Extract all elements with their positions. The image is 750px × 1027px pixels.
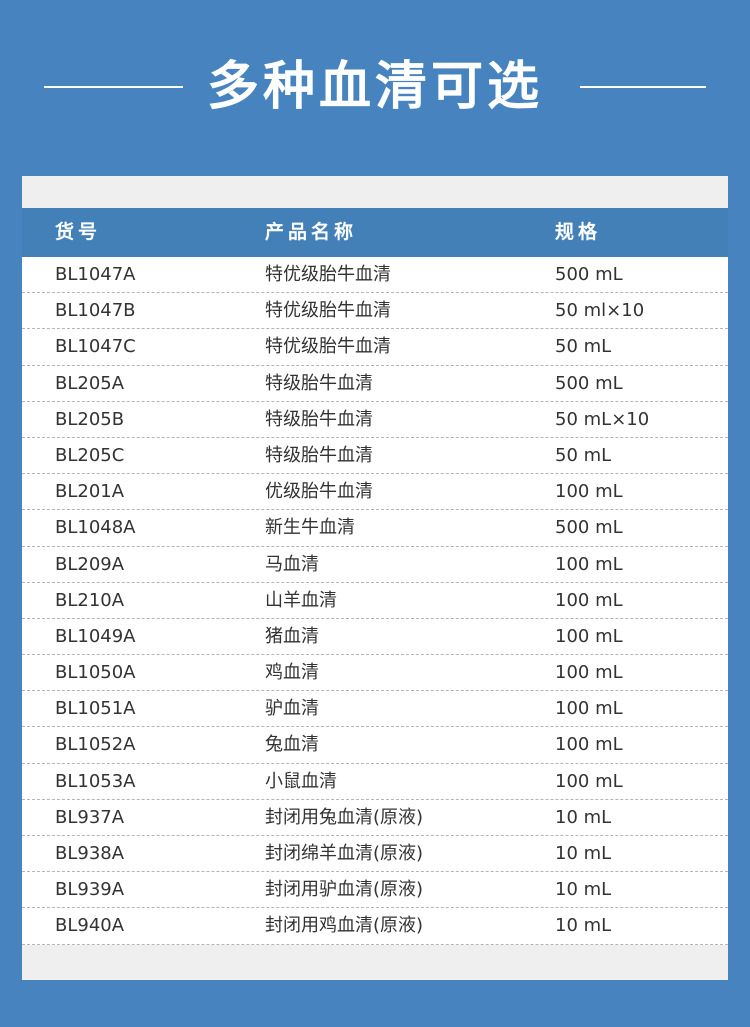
cell-spec: 100 mL	[555, 625, 623, 647]
cell-spec: 500 mL	[555, 264, 623, 285]
cell-sku: BL205A	[55, 372, 125, 394]
cell-spec: 100 mL	[555, 698, 623, 720]
cell-product-name: 山羊血清	[265, 589, 337, 611]
table-row: BL205C 特级胎牛血清 50 mL	[22, 438, 728, 475]
cell-spec: 100 mL	[555, 553, 623, 575]
cell-spec: 500 mL	[555, 517, 623, 539]
cell-sku: BL940A	[55, 915, 125, 937]
header-spec: 规格	[555, 221, 602, 243]
table-row: BL209A 马血清 100 mL	[22, 547, 728, 583]
table-row: BL939A 封闭用驴血清(原液) 10 mL	[22, 872, 728, 909]
cell-sku: BL937A	[55, 806, 125, 828]
table-row: BL205A 特级胎牛血清 500 mL	[22, 366, 728, 402]
table-row: BL1049A 猪血清 100 mL	[22, 619, 728, 656]
cell-spec: 10 mL	[555, 806, 612, 828]
cell-sku: BL1051A	[55, 698, 136, 720]
cell-sku: BL205C	[55, 444, 125, 466]
cell-spec: 10 mL	[555, 915, 612, 937]
table-row: BL1052A 兔血清 100 mL	[22, 727, 728, 764]
table-row: BL937A 封闭用兔血清(原液) 10 mL	[22, 800, 728, 836]
cell-product-name: 优级胎牛血清	[265, 481, 373, 503]
cell-product-name: 特级胎牛血清	[265, 372, 373, 394]
table-row: BL938A 封闭绵羊血清(原液) 10 mL	[22, 836, 728, 873]
cell-spec: 100 mL	[555, 481, 623, 503]
cell-sku: BL1049A	[55, 625, 136, 647]
cell-spec: 100 mL	[555, 770, 623, 792]
cell-spec: 50 mL	[555, 444, 612, 466]
table-row: BL210A 山羊血清 100 mL	[22, 583, 728, 619]
cell-sku: BL1047C	[55, 336, 136, 358]
table-row: BL205B 特级胎牛血清 50 mL×10	[22, 402, 728, 438]
cell-product-name: 新生牛血清	[265, 517, 355, 539]
cell-sku: BL1047B	[55, 300, 136, 322]
page-title: 多种血清可选	[206, 57, 543, 117]
table-row: BL1048A 新生牛血清 500 mL	[22, 510, 728, 547]
header-product-name: 产品名称	[265, 221, 358, 243]
table-body: BL1047A 特优级胎牛血清 500 mL BL1047B 特优级胎牛血清 50 ml×…	[22, 257, 728, 945]
cell-product-name: 特级胎牛血清	[265, 444, 373, 466]
cell-product-name: 小鼠血清	[265, 770, 337, 792]
cell-sku: BL939A	[55, 879, 125, 901]
table-row: BL1053A 小鼠血清 100 mL	[22, 764, 728, 800]
product-table-panel: 货号 产品名称 规格 BL1047A 特优级胎牛血清 500 mL BL1047B 特优…	[22, 176, 728, 980]
cell-spec: 10 mL	[555, 879, 612, 901]
cell-product-name: 特优级胎牛血清	[265, 336, 391, 358]
cell-product-name: 封闭用鸡血清(原液)	[265, 915, 424, 937]
cell-product-name: 兔血清	[265, 734, 319, 756]
table-row: BL1050A 鸡血清 100 mL	[22, 655, 728, 692]
cell-product-name: 驴血清	[265, 698, 319, 720]
cell-spec: 500 mL	[555, 372, 623, 394]
table-row: BL940A 封闭用鸡血清(原液) 10 mL	[22, 908, 728, 945]
table-row: BL201A 优级胎牛血清 100 mL	[22, 474, 728, 511]
cell-spec: 50 ml×10	[555, 300, 645, 322]
cell-spec: 100 mL	[555, 734, 623, 756]
cell-sku: BL1050A	[55, 662, 136, 684]
title-divider-right	[580, 86, 706, 88]
cell-sku: BL1047A	[55, 264, 136, 285]
table-header: 货号 产品名称 规格	[22, 208, 728, 257]
cell-spec: 50 mL×10	[555, 408, 650, 430]
cell-product-name: 特优级胎牛血清	[265, 264, 391, 285]
header-sku: 货号	[55, 221, 102, 243]
table-row: BL1047B 特优级胎牛血清 50 ml×10	[22, 293, 728, 330]
cell-product-name: 封闭用驴血清(原液)	[265, 879, 424, 901]
cell-sku: BL938A	[55, 843, 125, 864]
table-row: BL1047C 特优级胎牛血清 50 mL	[22, 329, 728, 366]
cell-sku: BL210A	[55, 589, 125, 611]
cell-spec: 100 mL	[555, 662, 623, 684]
title-section: 多种血清可选	[0, 52, 750, 122]
cell-product-name: 特优级胎牛血清	[265, 300, 391, 322]
cell-product-name: 特级胎牛血清	[265, 408, 373, 430]
cell-sku: BL1052A	[55, 734, 136, 756]
cell-product-name: 马血清	[265, 553, 319, 575]
cell-sku: BL1048A	[55, 517, 136, 539]
cell-product-name: 鸡血清	[265, 662, 319, 684]
cell-sku: BL201A	[55, 481, 125, 503]
cell-sku: BL205B	[55, 408, 125, 430]
title-divider-left	[44, 86, 183, 88]
cell-product-name: 封闭绵羊血清(原液)	[265, 843, 424, 864]
cell-spec: 10 mL	[555, 843, 612, 864]
cell-sku: BL209A	[55, 553, 125, 575]
cell-sku: BL1053A	[55, 770, 136, 792]
cell-spec: 50 mL	[555, 336, 612, 358]
cell-product-name: 猪血清	[265, 625, 319, 647]
cell-product-name: 封闭用兔血清(原液)	[265, 806, 424, 828]
cell-spec: 100 mL	[555, 589, 623, 611]
table-row: BL1051A 驴血清 100 mL	[22, 691, 728, 728]
table-row: BL1047A 特优级胎牛血清 500 mL	[22, 257, 728, 294]
